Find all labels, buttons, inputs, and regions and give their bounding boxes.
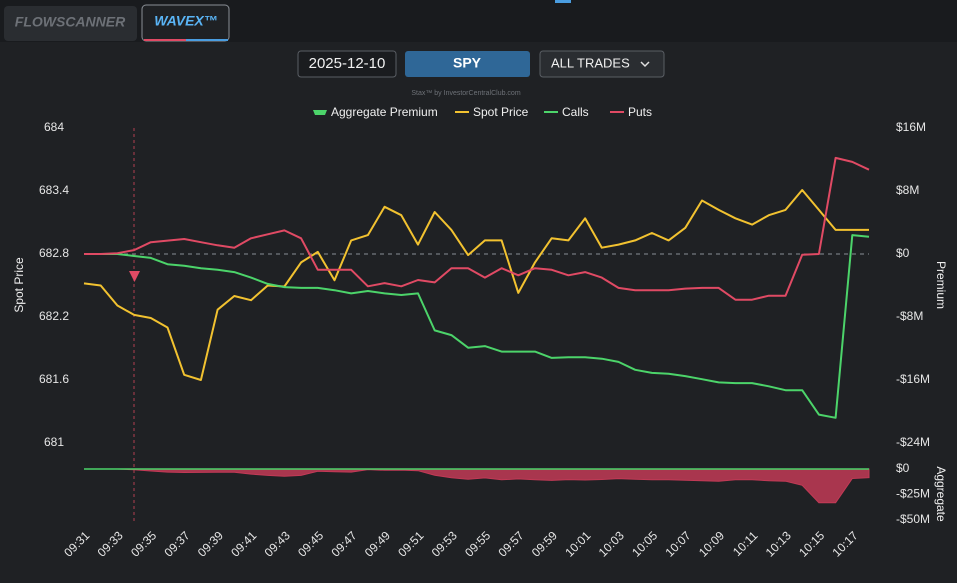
y2-tick-label: -$50M <box>896 512 930 526</box>
y2-tick-label: $16M <box>896 120 926 134</box>
date-text: 2025-12-10 <box>309 55 386 72</box>
series-line <box>84 156 870 301</box>
y2-tick-label: $8M <box>896 183 919 197</box>
legend-swatch <box>313 110 327 115</box>
y2-tick-label: -$24M <box>896 435 930 449</box>
tab[interactable] <box>4 6 137 41</box>
marker-triangle <box>129 271 140 282</box>
legend-label: Calls <box>562 105 589 119</box>
y-tick-label: 684 <box>44 120 64 134</box>
series-area <box>84 468 870 504</box>
symbol-text: SPY <box>453 55 482 71</box>
filter-text: ALL TRADES <box>551 55 630 70</box>
y2-tick-label: -$25M <box>896 487 930 501</box>
y-tick-label: 683.4 <box>39 183 69 197</box>
series-line <box>83 189 869 381</box>
legend-label: Aggregate Premium <box>331 105 438 119</box>
series-line <box>84 234 870 419</box>
legend-label: Puts <box>628 105 652 119</box>
watermark: Stax™ by InvestorCentralClub.com <box>411 90 520 97</box>
legend-label: Spot Price <box>473 105 529 119</box>
y2-tick-label: -$8M <box>896 309 923 323</box>
indicator <box>555 0 571 3</box>
tab-label: WAVEX™ <box>154 13 218 29</box>
y2-axis-title: Aggregate <box>934 466 948 522</box>
tab-label: FLOWSCANNER <box>15 14 126 30</box>
y2-tick-label: $0 <box>896 461 910 475</box>
y-tick-label: 681 <box>44 435 64 449</box>
y2-axis-title: Premium <box>934 261 948 309</box>
y-tick-label: 682.2 <box>39 309 69 323</box>
filter-dropdown[interactable] <box>539 50 665 78</box>
y-tick-label: 681.6 <box>39 372 69 386</box>
y2-tick-label: -$16M <box>896 372 930 386</box>
y-tick-label: 682.8 <box>39 246 69 260</box>
y2-tick-label: $0 <box>896 246 910 260</box>
symbol-button[interactable] <box>405 51 530 77</box>
chevron <box>640 61 650 68</box>
date-input[interactable] <box>297 50 397 78</box>
y-axis-title: Spot Price <box>12 257 26 313</box>
